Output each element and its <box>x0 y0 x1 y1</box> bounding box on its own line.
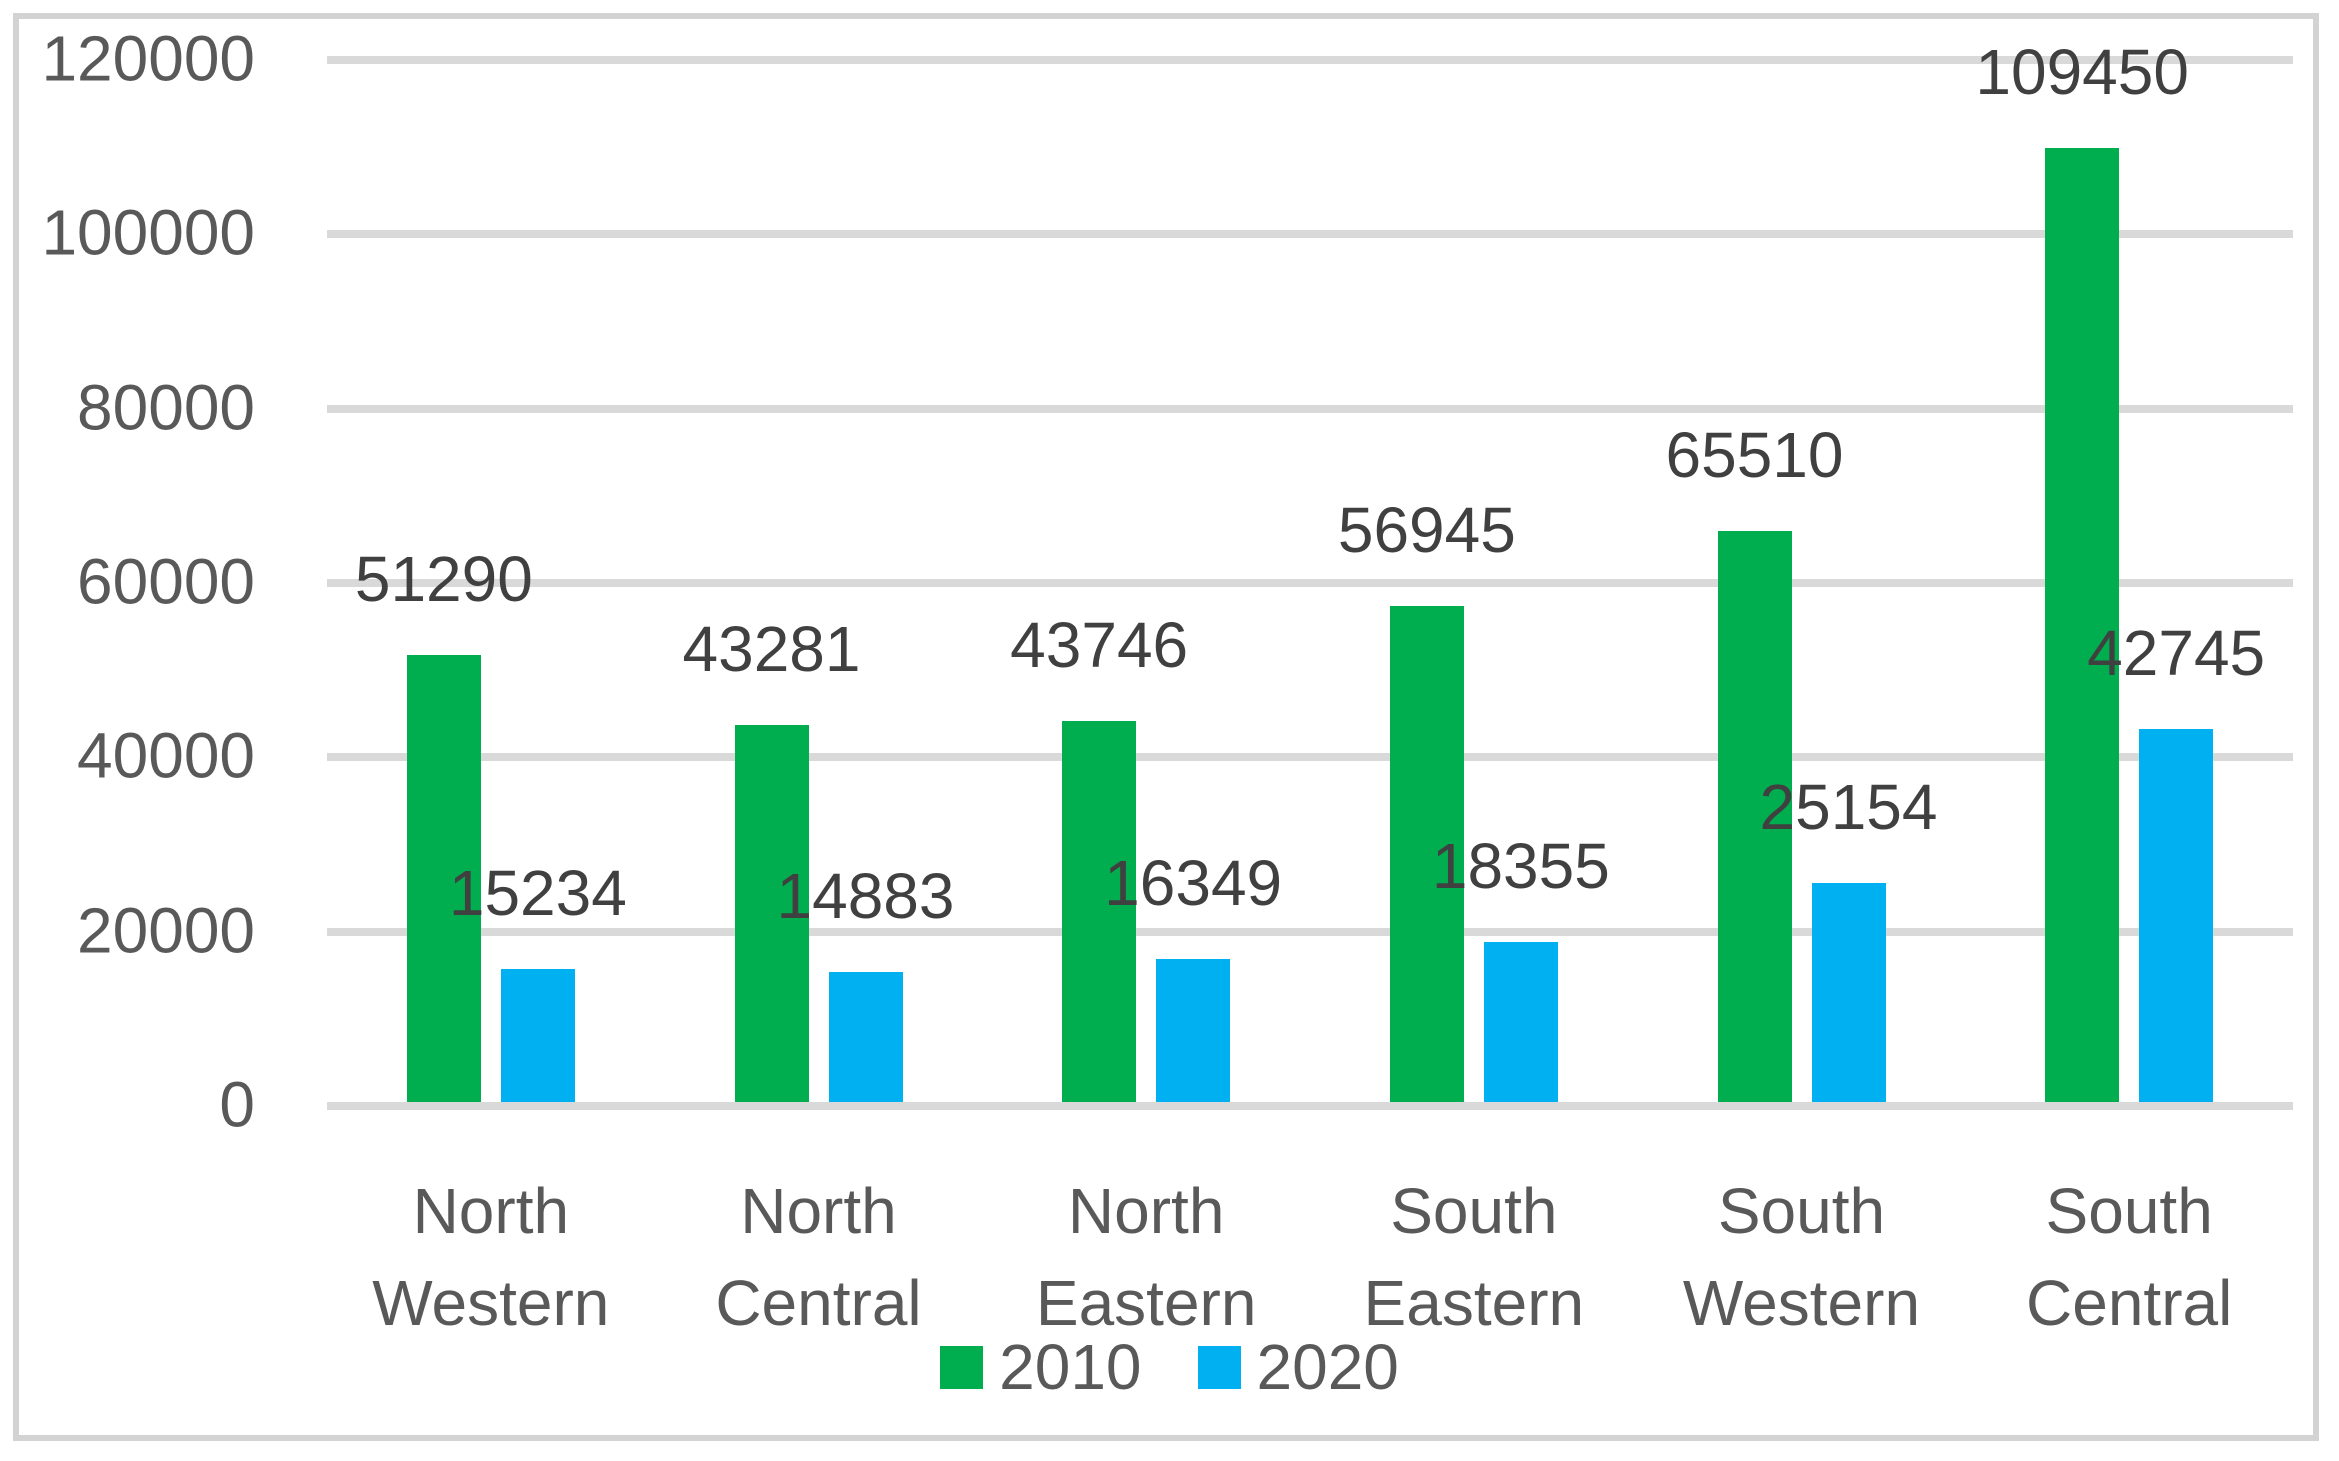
legend-entry-2010: 2010 <box>940 1331 1142 1403</box>
legend-label-2010: 2010 <box>999 1331 1142 1403</box>
data-label-2010-north-western: 51290 <box>354 543 533 615</box>
legend: 2010 2020 <box>0 1324 2339 1410</box>
gridline-40000 <box>327 753 2293 762</box>
data-label-2010-north-central: 43281 <box>682 613 861 685</box>
bar-2020-south-eastern <box>1483 942 1558 1102</box>
x-axis-label-south-western: South Western <box>1682 1175 1921 1339</box>
legend-swatch-2020 <box>1197 1345 1241 1389</box>
data-label-2020-north-central: 14883 <box>776 860 955 932</box>
gridline-80000 <box>327 404 2293 413</box>
bar-2020-north-eastern <box>1156 959 1231 1102</box>
data-label-2010-south-western: 65510 <box>1665 419 1844 491</box>
bar-2020-north-central <box>828 972 903 1102</box>
y-tick-label: 120000 <box>41 22 255 95</box>
bar-2010-south-central <box>2045 148 2120 1102</box>
bar-2010-north-central <box>734 725 809 1102</box>
x-axis-label-north-western: North Western <box>372 1175 610 1339</box>
y-tick-label: 40000 <box>77 719 255 792</box>
x-axis-label-south-eastern: South Eastern <box>1363 1175 1585 1339</box>
data-label-2010-south-eastern: 56945 <box>1337 494 1516 566</box>
data-label-2010-north-eastern: 43746 <box>1010 609 1189 681</box>
legend-label-2020: 2020 <box>1256 1331 1399 1403</box>
y-tick-label: 60000 <box>77 545 255 618</box>
bar-2020-south-western <box>1811 883 1886 1102</box>
gridline-60000 <box>327 579 2293 587</box>
gridline-0 <box>327 1102 2293 1110</box>
y-tick-label: 20000 <box>77 894 255 967</box>
data-label-2020-north-eastern: 16349 <box>1104 847 1283 919</box>
bar-2010-south-eastern <box>1389 606 1464 1102</box>
y-tick-label: 80000 <box>77 371 255 444</box>
x-axis-label-north-central: North Central <box>715 1175 922 1339</box>
y-tick-label: 100000 <box>41 196 255 269</box>
data-label-2020-south-western: 25154 <box>1759 771 1938 843</box>
data-label-2020-north-western: 15234 <box>448 857 627 929</box>
gridline-20000 <box>327 927 2293 936</box>
bar-2010-north-eastern <box>1062 721 1137 1102</box>
data-label-2020-south-eastern: 18355 <box>1431 830 1610 902</box>
data-label-2020-south-central: 42745 <box>2087 617 2266 689</box>
bar-2010-north-western <box>406 655 481 1102</box>
data-label-2010-south-central: 109450 <box>1975 36 2189 108</box>
legend-entry-2020: 2020 <box>1197 1331 1399 1403</box>
bar-2020-north-western <box>500 969 575 1102</box>
x-axis-label-south-central: South Central <box>2026 1175 2233 1339</box>
bar-2010-south-western <box>1717 531 1792 1102</box>
x-axis-label-north-eastern: North Eastern <box>1035 1175 1257 1339</box>
bar-2020-south-central <box>2139 729 2214 1102</box>
y-tick-label: 0 <box>219 1068 255 1141</box>
gridline-120000 <box>327 56 2293 64</box>
gridline-100000 <box>327 230 2293 239</box>
legend-swatch-2010 <box>940 1345 984 1389</box>
